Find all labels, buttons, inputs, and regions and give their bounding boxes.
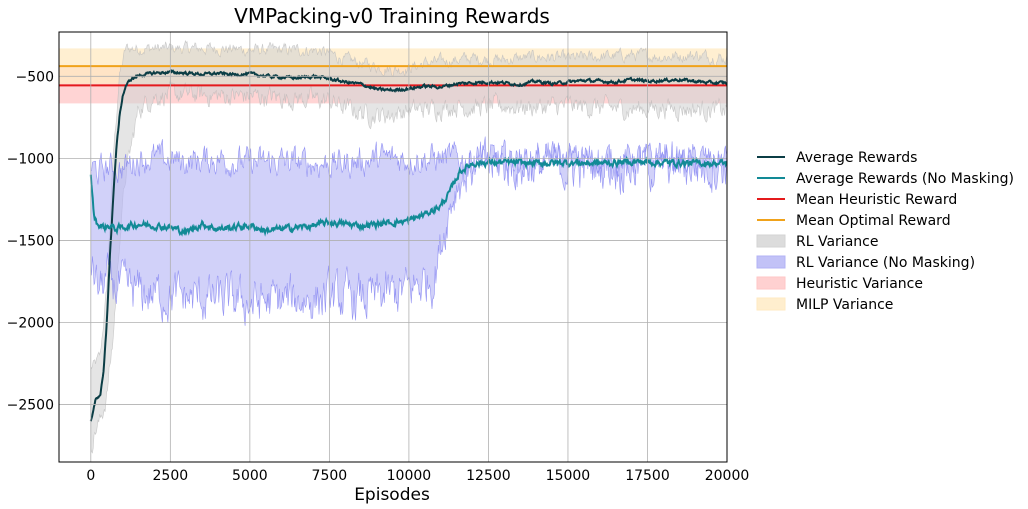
- x-tick-label: 5000: [232, 468, 268, 484]
- series-layer: [59, 39, 727, 454]
- y-tick-label: −1000: [7, 151, 54, 167]
- y-tick-label: −1500: [7, 233, 54, 249]
- legend-swatch: [756, 276, 786, 290]
- plot-area: 0 2500 5000 7500 10000 12500 15000 17500 20000 −5…: [7, 31, 750, 484]
- x-tick-label: 12500: [466, 468, 511, 484]
- legend-item-rl-variance-no-masking: RL Variance (No Masking): [756, 255, 975, 271]
- y-tick-label: −2000: [7, 315, 54, 331]
- y-tick-label: −2500: [7, 398, 54, 414]
- x-axis-label: Episodes: [354, 485, 430, 505]
- x-tick-label: 7500: [312, 468, 348, 484]
- legend-item-milp-variance: MILP Variance: [756, 297, 893, 313]
- legend-swatch: [756, 297, 786, 311]
- legend-item-mean-heuristic-reward: Mean Heuristic Reward: [757, 192, 957, 208]
- chart-title: VMPacking-v0 Training Rewards: [234, 4, 550, 28]
- legend: Average Rewards Average Rewards (No Maski…: [756, 150, 1014, 313]
- legend-item-mean-optimal-reward: Mean Optimal Reward: [757, 213, 951, 229]
- x-tick-label: 2500: [153, 468, 189, 484]
- legend-label: Mean Heuristic Reward: [796, 192, 957, 208]
- legend-item-average-rewards: Average Rewards: [757, 150, 917, 166]
- x-tick-label: 15000: [546, 468, 591, 484]
- legend-label: Average Rewards: [796, 150, 917, 166]
- legend-label: MILP Variance: [796, 297, 893, 313]
- grid-layer: 0 2500 5000 7500 10000 12500 15000 17500 20000 −5…: [7, 32, 750, 484]
- legend-label: RL Variance: [796, 234, 878, 250]
- legend-label: RL Variance (No Masking): [796, 255, 975, 271]
- legend-label: Heuristic Variance: [796, 276, 923, 292]
- y-tick-label: −500: [16, 69, 54, 85]
- x-tick-label: 17500: [625, 468, 670, 484]
- x-tick-label: 0: [86, 468, 95, 484]
- legend-label: Mean Optimal Reward: [796, 213, 951, 229]
- legend-item-rl-variance: RL Variance: [756, 234, 878, 250]
- legend-swatch: [756, 234, 786, 248]
- legend-swatch: [756, 255, 786, 269]
- legend-item-average-rewards-no-masking: Average Rewards (No Masking): [757, 171, 1014, 187]
- x-tick-label: 10000: [387, 468, 432, 484]
- x-tick-label: 20000: [705, 468, 750, 484]
- legend-label: Average Rewards (No Masking): [796, 171, 1014, 187]
- plot-frame: [58, 31, 728, 463]
- band-rl-variance: [90, 39, 727, 454]
- legend-item-heuristic-variance: Heuristic Variance: [756, 276, 923, 292]
